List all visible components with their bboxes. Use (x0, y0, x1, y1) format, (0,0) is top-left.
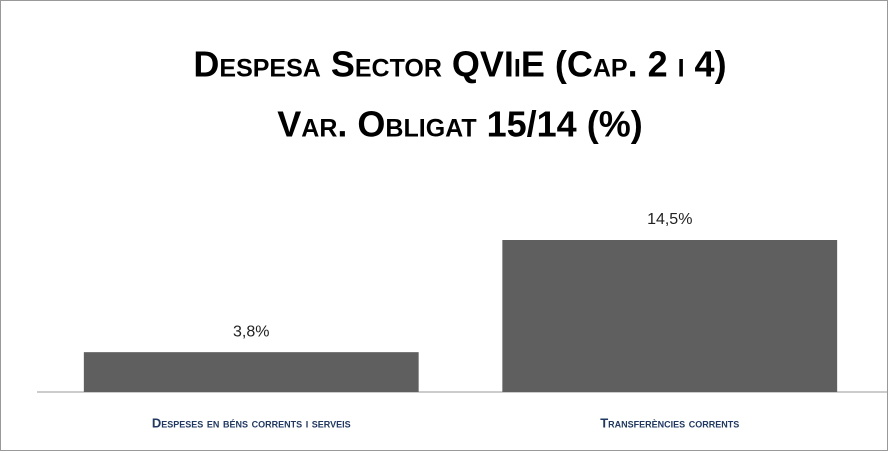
x-tick-label: Transferències corrents (600, 415, 739, 430)
chart-title: Despesa Sector QVIiE (Cap. 2 i 4) (193, 44, 726, 85)
bar (502, 240, 838, 392)
bar (83, 352, 419, 392)
value-label: 3,8% (233, 323, 269, 340)
x-tick-label: Despeses en béns corrents i serveis (152, 415, 351, 430)
chart-title: Var. Obligat 15/14 (%) (277, 104, 642, 145)
value-label: 14,5% (647, 211, 692, 228)
